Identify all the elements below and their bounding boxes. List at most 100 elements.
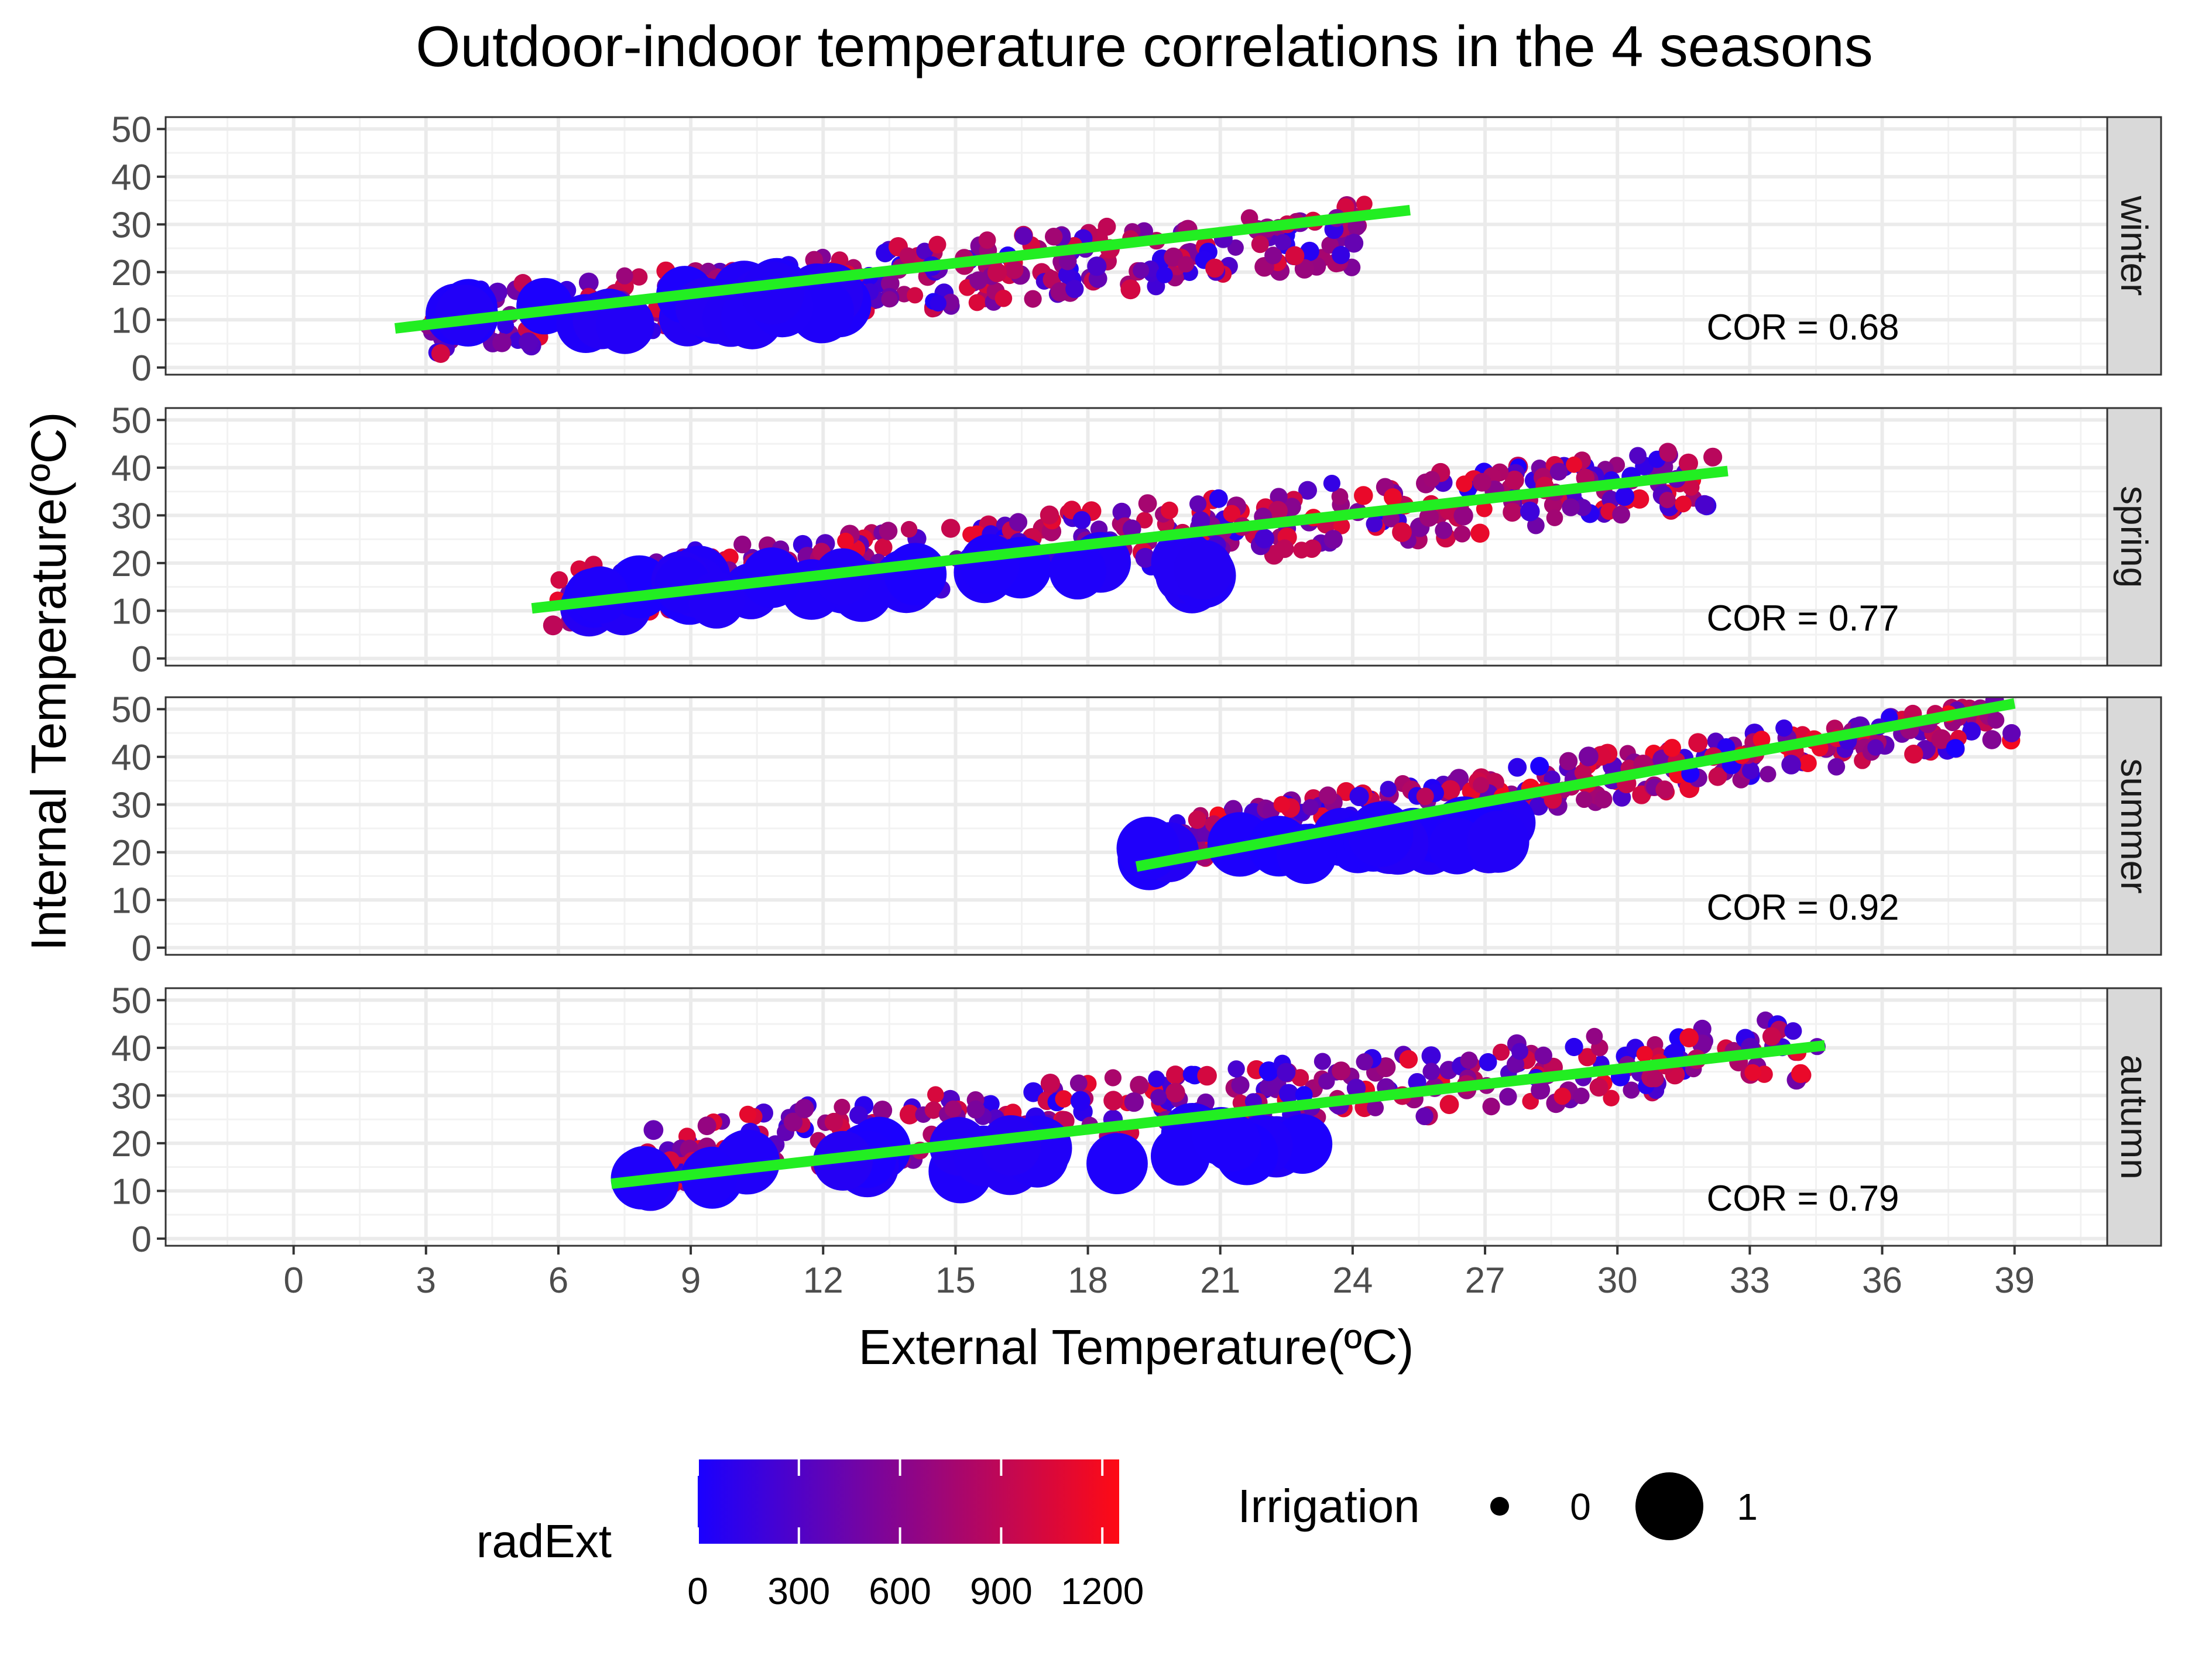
data-point — [1679, 453, 1698, 473]
data-point — [1138, 494, 1157, 513]
data-point — [969, 271, 988, 290]
data-point — [1931, 729, 1952, 749]
color-legend-tick-label: 1200 — [1061, 1570, 1144, 1612]
data-point — [1663, 739, 1682, 757]
data-point — [1441, 780, 1460, 800]
data-point — [1424, 471, 1441, 488]
data-point — [1156, 266, 1173, 283]
data-point — [1136, 512, 1153, 529]
facet-strip-label: spring — [2113, 486, 2155, 588]
data-point — [497, 317, 515, 334]
data-point — [1574, 763, 1592, 782]
facet-strip-label: summer — [2113, 758, 2155, 893]
data-point — [1173, 540, 1233, 600]
data-point — [1264, 246, 1282, 265]
chart-title: Outdoor-indoor temperature correlations … — [416, 14, 1873, 78]
data-point — [1549, 462, 1568, 481]
data-point — [994, 289, 1013, 307]
y-tick-label: 10 — [111, 1171, 152, 1212]
data-point — [435, 285, 495, 345]
y-tick-label: 20 — [111, 544, 152, 584]
facet-panel-winter: COR = 0.68 winter 0 10 20 30 40 50 — [111, 109, 2162, 389]
data-point — [1268, 501, 1288, 521]
size-legend-title: Irrigation — [1237, 1480, 1419, 1532]
y-tick-label: 30 — [111, 496, 152, 536]
data-point — [1347, 801, 1414, 867]
data-point — [1098, 217, 1116, 236]
facet-panel-summer: COR = 0.92 summer 0 10 20 30 40 50 — [111, 690, 2162, 969]
data-point — [1024, 290, 1042, 308]
facet-strip — [2106, 696, 2162, 956]
data-point — [930, 294, 947, 312]
data-point — [1392, 522, 1412, 542]
regression-line — [611, 1040, 1826, 1190]
data-point — [1273, 796, 1291, 813]
data-point — [1553, 1087, 1571, 1105]
data-point — [733, 535, 752, 554]
data-point — [1135, 547, 1155, 568]
data-point — [849, 1106, 868, 1125]
data-point — [1760, 766, 1777, 783]
data-point — [1298, 481, 1317, 500]
data-point — [1040, 1074, 1060, 1094]
data-point — [630, 268, 648, 286]
data-point — [1493, 1043, 1510, 1061]
data-point — [1354, 486, 1373, 505]
data-point — [1291, 1069, 1309, 1087]
regression-line — [1135, 698, 2016, 872]
data-point — [1227, 1060, 1245, 1078]
data-point — [616, 267, 633, 285]
data-point — [941, 519, 961, 538]
data-point — [1511, 1043, 1528, 1060]
data-point — [1120, 279, 1141, 300]
data-point — [1277, 1063, 1296, 1082]
data-point — [1332, 246, 1350, 265]
data-point — [837, 532, 854, 550]
data-point — [1675, 495, 1692, 513]
data-point — [1615, 486, 1635, 506]
data-point — [2002, 724, 2021, 743]
data-point — [1415, 1107, 1433, 1126]
data-point — [1531, 1081, 1550, 1100]
data-point — [1240, 209, 1258, 227]
data-point — [1346, 1078, 1366, 1098]
data-point — [927, 1086, 944, 1103]
data-point — [1323, 530, 1343, 549]
color-legend-title: radExt — [476, 1515, 612, 1567]
data-point — [794, 1099, 814, 1119]
data-point — [697, 1116, 716, 1136]
data-point — [1659, 492, 1676, 509]
facet-strip — [2106, 116, 2162, 376]
data-point — [1275, 539, 1294, 558]
data-point — [942, 293, 959, 311]
y-tick-label: 30 — [111, 785, 152, 825]
data-point — [1479, 1053, 1497, 1071]
data-point — [1416, 787, 1434, 806]
data-point — [1742, 762, 1760, 780]
data-point — [1529, 796, 1548, 816]
x-tick-label: 15 — [935, 1260, 976, 1301]
x-tick-label: 33 — [1730, 1260, 1770, 1301]
data-point — [1562, 498, 1580, 516]
y-tick-label: 40 — [111, 1029, 152, 1069]
data-point — [1799, 754, 1817, 772]
y-tick-label: 20 — [111, 253, 152, 293]
data-point — [1594, 790, 1613, 808]
data-point — [1285, 246, 1305, 266]
data-point — [1258, 1061, 1279, 1081]
data-point — [783, 1112, 803, 1132]
data-point — [899, 1104, 920, 1125]
data-point — [1160, 501, 1178, 519]
x-axis: 0 3 6 9 12 15 18 21 24 27 30 33 36 39 — [283, 1246, 2035, 1301]
y-axis-label: Internal Temperature(ºC) — [21, 412, 76, 951]
data-point — [1482, 1098, 1500, 1116]
data-point — [1946, 739, 1965, 758]
data-point — [1112, 502, 1131, 522]
data-point — [968, 294, 986, 311]
data-point — [1503, 502, 1522, 522]
data-point — [1612, 505, 1631, 524]
y-tick-label: 0 — [132, 928, 152, 969]
y-tick-label: 10 — [111, 880, 152, 921]
data-point — [1318, 1073, 1335, 1090]
size-legend-label: 1 — [1737, 1486, 1758, 1528]
